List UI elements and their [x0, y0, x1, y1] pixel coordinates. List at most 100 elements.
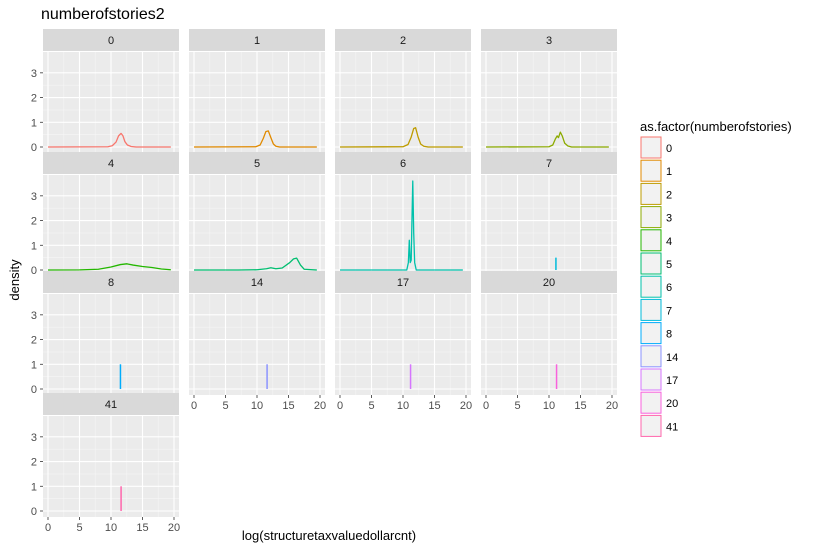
legend-item-14: 14	[640, 345, 678, 368]
x-tick-label: 20	[460, 400, 472, 412]
legend-item-4: 4	[640, 229, 672, 252]
x-tick-label: 15	[428, 400, 440, 412]
legend-key	[640, 229, 662, 252]
panel-body: 0 1 2 3	[31, 52, 179, 154]
legend-label: 4	[666, 236, 672, 248]
facet-strip-label: 2	[400, 35, 406, 47]
legend-item-41: 41	[640, 414, 678, 437]
density-line-3	[485, 131, 609, 148]
legend-key	[640, 136, 662, 159]
x-tick-label: 15	[574, 400, 586, 412]
y-tick-label: 3	[31, 191, 37, 203]
density-line-2	[339, 127, 463, 148]
x-tick-label: 5	[514, 400, 520, 412]
legend-item-3: 3	[640, 206, 672, 229]
y-axis-label: density	[7, 259, 22, 301]
x-tick-label: 0	[337, 400, 343, 412]
x-tick-label: 0	[483, 400, 489, 412]
facet-panel-17: 17 0 5 10 15 20	[335, 271, 472, 412]
facet-strip	[43, 393, 179, 415]
legend-label: 2	[666, 189, 672, 201]
facet-strip	[43, 271, 179, 293]
legend-label: 3	[666, 213, 672, 225]
x-tick-label: 5	[368, 400, 374, 412]
facet-panel-3: 3	[481, 29, 617, 153]
panel-body: 0 1 2 3 0 5 10 15 20	[31, 416, 180, 534]
facet-panel-0: 0 0 1 2 3	[31, 29, 179, 154]
facet-strip	[335, 152, 471, 174]
y-tick-label: 1	[31, 117, 37, 129]
y-tick-label: 0	[31, 142, 37, 154]
legend-title: as.factor(numberofstories)	[640, 119, 792, 134]
facet-strip	[189, 29, 325, 51]
legend-item-2: 2	[640, 182, 672, 205]
facet-strip-label: 41	[105, 399, 117, 411]
legend-label: 1	[666, 166, 672, 178]
panel-body: 0 5 10 15 20	[335, 294, 472, 412]
facet-strip	[335, 271, 471, 293]
legend-label: 0	[666, 143, 672, 155]
facet-panel-4: 4 0 1 2 3	[31, 152, 179, 277]
facet-panel-7: 7	[481, 152, 617, 276]
y-tick-label: 2	[31, 335, 37, 347]
x-axis-label: log(structuretaxvaluedollarcnt)	[242, 528, 416, 543]
legend-key	[640, 206, 662, 229]
density-line-1	[193, 130, 317, 148]
legend-key	[640, 275, 662, 298]
legend-label: 20	[666, 398, 678, 410]
legend-item-20: 20	[640, 391, 678, 414]
facet-strip	[481, 29, 617, 51]
facet-strip	[335, 29, 471, 51]
legend-label: 7	[666, 305, 672, 317]
facet-strip-label: 20	[543, 277, 555, 289]
panel-body: 0 1 2 3	[31, 294, 179, 396]
legend-item-8: 8	[640, 322, 672, 345]
legend-item-17: 17	[640, 368, 678, 391]
facet-panel-20: 20 0 5 10 15 20	[481, 271, 618, 412]
legend-item-5: 5	[640, 252, 672, 275]
legend-key	[640, 345, 662, 368]
x-tick-label: 20	[606, 400, 618, 412]
legend-key	[640, 252, 662, 275]
facet-panel-1: 1	[189, 29, 325, 153]
facet-strip	[189, 152, 325, 174]
facet-panel-14: 14 0 5 10 15 20	[189, 271, 326, 412]
legend-item-1: 1	[640, 159, 672, 182]
panel-body	[189, 52, 325, 153]
y-tick-label: 2	[31, 93, 37, 105]
panel-body	[335, 175, 471, 276]
facet-strip	[43, 152, 179, 174]
legend-label: 8	[666, 329, 672, 341]
y-tick-label: 3	[31, 68, 37, 80]
panel-body	[189, 175, 325, 276]
facet-panel-5: 5	[189, 152, 325, 276]
x-tick-label: 20	[168, 522, 180, 534]
y-tick-label: 0	[31, 265, 37, 277]
x-tick-label: 15	[282, 400, 294, 412]
chart-title: numberofstories2	[41, 6, 165, 23]
legend-item-0: 0	[640, 136, 672, 159]
density-line-4	[47, 263, 171, 271]
legend-label: 5	[666, 259, 672, 271]
panel-body	[481, 175, 617, 276]
x-tick-label: 0	[191, 400, 197, 412]
facet-strip-label: 4	[108, 158, 114, 170]
legend-label: 17	[666, 375, 678, 387]
facet-strip-label: 1	[254, 35, 260, 47]
legend-label: 14	[666, 352, 678, 364]
facet-strip-label: 6	[400, 158, 406, 170]
x-tick-label: 20	[314, 400, 326, 412]
facet-strip	[481, 271, 617, 293]
x-tick-label: 15	[136, 522, 148, 534]
panel-body: 0 5 10 15 20	[189, 294, 326, 412]
y-tick-label: 1	[31, 481, 37, 493]
legend-key	[640, 391, 662, 414]
panel-body	[335, 52, 471, 153]
facet-strip-label: 3	[546, 35, 552, 47]
panel-body	[481, 52, 617, 153]
legend-key	[640, 322, 662, 345]
x-tick-label: 10	[543, 400, 555, 412]
facet-strip-label: 14	[251, 277, 263, 289]
